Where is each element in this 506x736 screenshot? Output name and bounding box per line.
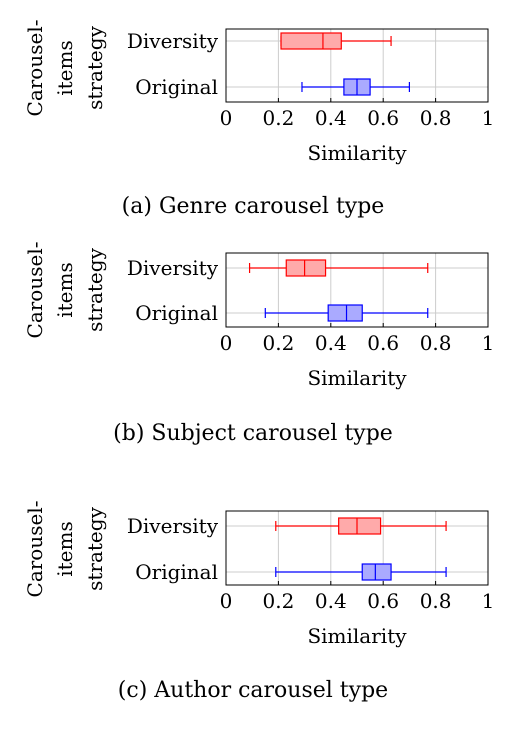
y-axis-label-line: strategy [83,25,107,109]
x-tick-label: 0 [220,331,233,355]
box-iqr [361,563,392,581]
x-tick-label: 0.4 [315,589,347,613]
x-tick-label: 0.6 [367,106,399,130]
x-tick-label: 0.2 [262,106,294,130]
x-tick-label: 0.8 [420,589,452,613]
x-tick-label: 0 [220,106,233,130]
x-tick-label: 0.6 [367,331,399,355]
y-tick-label: Diversity [127,514,219,538]
y-tick-label: Original [135,560,218,584]
y-axis-label-line: items [53,262,77,318]
x-tick-label: 0.8 [420,331,452,355]
box-iqr [280,32,342,50]
plot-frame [225,28,489,103]
y-axis-label-line: strategy [83,506,107,590]
y-axis-label-line: strategy [83,247,107,331]
figure-caption: (a) Genre carousel type [122,194,385,219]
x-axis-label: Similarity [307,366,407,390]
x-tick-label: 0.8 [420,106,452,130]
y-tick-label: Original [135,301,218,325]
plot-frame [225,510,489,586]
x-tick-label: 0.4 [315,106,347,130]
box-iqr [327,304,363,322]
x-tick-label: 0.2 [262,589,294,613]
y-axis-label-line: Carousel- [23,20,47,117]
figure-caption: (b) Subject carousel type [113,421,393,446]
x-tick-label: 0 [220,589,233,613]
x-tick-label: 0.2 [262,331,294,355]
y-tick-label: Diversity [127,256,219,280]
y-axis-label-line: items [53,521,77,577]
x-tick-label: 1 [482,106,495,130]
figure-caption: (c) Author carousel type [118,678,388,703]
box-iqr [338,517,382,535]
y-axis-label-line: Carousel- [23,242,47,339]
x-tick-label: 0.4 [315,331,347,355]
x-axis-label: Similarity [307,141,407,165]
x-tick-label: 1 [482,589,495,613]
x-tick-label: 1 [482,331,495,355]
y-axis-label-line: items [53,40,77,96]
box-iqr [285,259,327,277]
x-axis-label: Similarity [307,624,407,648]
y-tick-label: Original [135,75,218,99]
plot-frame [225,252,489,328]
x-tick-label: 0.6 [367,589,399,613]
y-axis-label-line: Carousel- [23,501,47,598]
y-tick-label: Diversity [127,29,219,53]
